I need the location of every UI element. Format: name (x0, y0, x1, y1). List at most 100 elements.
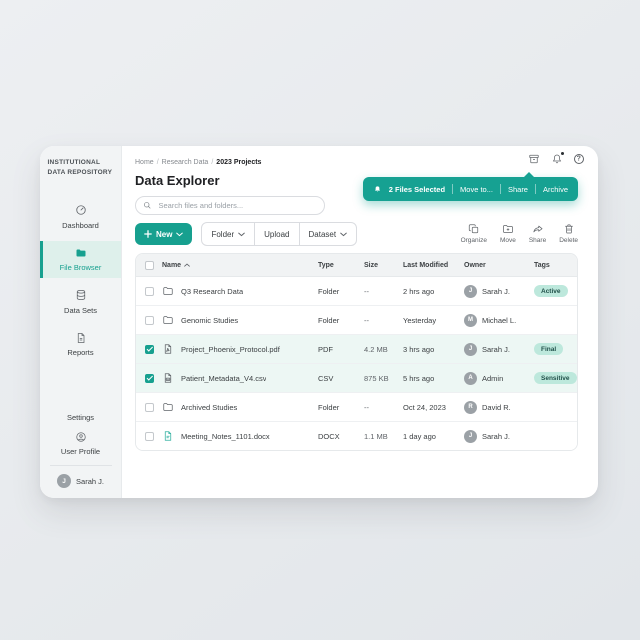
user-chip[interactable]: J Sarah J. (57, 474, 104, 488)
owner-name: David R. (482, 402, 511, 412)
user-circle-icon (75, 431, 87, 445)
table-row[interactable]: Genomic Studies Folder -- Yesterday M Mi… (136, 306, 577, 335)
sidebar-item-data-sets[interactable]: Data Sets (40, 283, 121, 321)
sidebar-item-label: User Profile (60, 447, 101, 456)
breadcrumb-home[interactable]: Home (135, 159, 154, 166)
table-row[interactable]: Patient_Metadata_V4.csv CSV 875 KB 5 hrs… (136, 364, 577, 393)
sidebar-item-reports[interactable]: Reports (40, 326, 121, 364)
table-row[interactable]: Meeting_Notes_1101.docx DOCX 1.1 MB 1 da… (136, 422, 577, 450)
file-type: Folder (318, 286, 340, 296)
file-name: Patient_Metadata_V4.csv (181, 373, 267, 383)
file-modified: 5 hrs ago (403, 373, 435, 383)
delete-button[interactable]: Delete (559, 223, 578, 244)
sidebar-item-settings[interactable]: Settings (66, 412, 95, 422)
organize-button[interactable]: Organize (461, 223, 487, 244)
delete-icon (564, 224, 573, 233)
sidebar-item-user-profile[interactable]: User Profile (60, 431, 101, 456)
app-window: INSTITUTIONAL DATA REPOSITORY Dashboard … (40, 146, 598, 498)
toast-share-button[interactable]: Share (507, 184, 528, 194)
sidebar-item-file-browser[interactable]: File Browser (40, 240, 121, 279)
page-title: Data Explorer (135, 173, 220, 188)
topbar-icons (528, 152, 584, 165)
organize-icon (468, 223, 478, 233)
owner-avatar: J (464, 429, 477, 443)
database-icon (75, 289, 87, 303)
tag-badge: Final (534, 343, 564, 355)
main-content: Home / Research Data / 2023 Projects Dat… (122, 146, 598, 498)
folder-button[interactable]: Folder (202, 223, 254, 245)
notification-dot (560, 152, 564, 156)
owner-name: Michael L. (482, 315, 517, 325)
toast-archive-button[interactable]: Archive (542, 184, 568, 194)
sidebar-item-label: File Browser (59, 263, 102, 273)
owner-avatar: M (464, 313, 477, 327)
column-header-name[interactable]: Name (162, 262, 318, 269)
file-type: Folder (318, 315, 340, 325)
owner-name: Sarah J. (482, 431, 510, 441)
owner-avatar: R (464, 400, 477, 414)
owner-name: Admin (482, 373, 504, 383)
bell-icon[interactable] (551, 152, 564, 165)
create-button-group: Folder Upload Dataset (201, 222, 358, 246)
folder-icon (75, 247, 87, 261)
new-button[interactable]: New (135, 223, 193, 245)
share-button[interactable]: Share (529, 223, 546, 244)
file-name: Project_Phoenix_Protocol.pdf (181, 344, 280, 354)
breadcrumb: Home / Research Data / 2023 Projects (135, 159, 262, 166)
chevron-down-icon (176, 232, 184, 236)
file-type: PDF (318, 344, 333, 354)
report-icon (75, 332, 87, 346)
owner-avatar: A (464, 371, 477, 385)
pdf-file-icon (162, 343, 174, 355)
owner-name: Sarah J. (482, 344, 510, 354)
breadcrumb-research-data[interactable]: Research Data (161, 159, 209, 166)
file-modified: 2 hrs ago (403, 286, 435, 296)
sidebar-item-label: Dashboard (62, 220, 99, 230)
help-icon[interactable] (573, 153, 584, 165)
row-checkbox[interactable] (144, 315, 154, 325)
toolbar: New Folder Upload Dataset O (135, 222, 578, 246)
sidebar-nav: Dashboard File Browser Data Sets Reports (40, 198, 121, 368)
toast-move-to-button[interactable]: Move to... (460, 184, 493, 194)
owner-name: Sarah J. (482, 286, 510, 296)
table-row[interactable]: Project_Phoenix_Protocol.pdf PDF 4.2 MB … (136, 335, 577, 364)
move-button[interactable]: Move (500, 223, 516, 244)
file-modified: 3 hrs ago (403, 344, 435, 354)
avatar: J (57, 474, 72, 488)
selection-count: 2 Files Selected (388, 184, 446, 194)
sidebar-item-dashboard[interactable]: Dashboard (40, 198, 121, 236)
upload-button[interactable]: Upload (254, 223, 298, 245)
file-size: 875 KB (364, 373, 389, 383)
file-actions: Organize Move Share Delete (461, 223, 578, 244)
user-name: Sarah J. (76, 476, 104, 486)
table-row[interactable]: Archived Studies Folder -- Oct 24, 2023 … (136, 393, 577, 422)
row-checkbox[interactable] (144, 373, 154, 383)
row-checkbox[interactable] (144, 402, 154, 412)
select-all-checkbox[interactable] (144, 260, 154, 270)
column-header-modified: Last Modified (403, 261, 449, 269)
table-body: Q3 Research Data Folder -- 2 hrs ago J S… (136, 277, 577, 450)
tag-badge: Sensitive (534, 372, 577, 384)
search-input[interactable] (156, 200, 317, 211)
column-header-owner: Owner (464, 261, 486, 269)
search-box (135, 196, 325, 215)
table-header: Name Type Size Last Modified Owner Tags (136, 254, 577, 277)
row-checkbox[interactable] (144, 431, 154, 441)
file-name: Meeting_Notes_1101.docx (181, 431, 270, 441)
sidebar: INSTITUTIONAL DATA REPOSITORY Dashboard … (40, 146, 122, 498)
file-type: DOCX (318, 431, 340, 441)
table-row[interactable]: Q3 Research Data Folder -- 2 hrs ago J S… (136, 277, 577, 306)
archive-box-icon[interactable] (528, 153, 540, 165)
row-checkbox[interactable] (144, 286, 154, 296)
file-name: Genomic Studies (181, 315, 239, 325)
dataset-button[interactable]: Dataset (298, 223, 357, 245)
share-icon (532, 225, 542, 232)
row-checkbox[interactable] (144, 344, 154, 354)
sidebar-footer: Settings User Profile J Sarah J. (40, 413, 121, 499)
sort-asc-icon (184, 263, 190, 267)
file-size: -- (364, 315, 369, 325)
selection-toast: 2 Files Selected Move to... Share Archiv… (362, 172, 578, 201)
docx-file-icon (162, 430, 174, 442)
search-icon (144, 202, 151, 209)
file-type: Folder (318, 402, 340, 412)
